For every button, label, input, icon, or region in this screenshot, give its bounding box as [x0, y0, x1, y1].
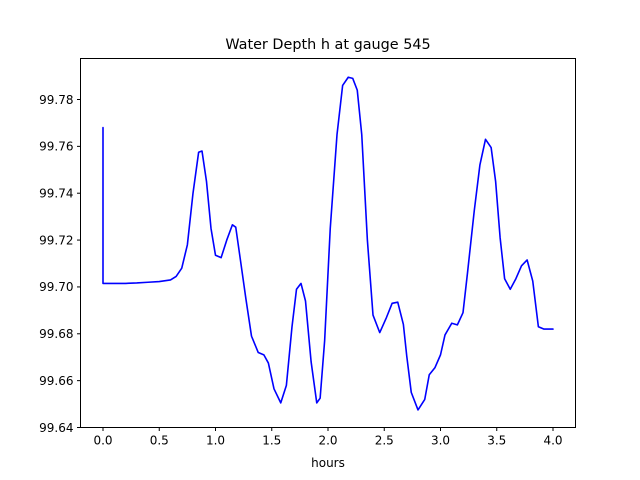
x-tick-label: 4.0	[543, 434, 562, 448]
y-tick-label: 99.76	[39, 140, 73, 154]
y-tick-label: 99.72	[39, 233, 73, 247]
y-tick-label: 99.66	[39, 374, 73, 388]
x-tick-label: 3.5	[487, 434, 506, 448]
x-tick-label: 1.0	[206, 434, 225, 448]
plot-area	[102, 76, 554, 411]
x-tick-label: 2.5	[375, 434, 394, 448]
x-tick-label: 0.5	[150, 434, 169, 448]
x-tick-label: 3.0	[431, 434, 450, 448]
y-tick-label: 99.70	[39, 280, 73, 294]
axes-frame	[80, 58, 576, 428]
x-axis-label: hours	[311, 456, 345, 470]
y-tick-label: 99.68	[39, 327, 73, 341]
x-tick-label: 1.5	[262, 434, 281, 448]
y-axis: 99.64 99.66 99.68 99.70 99.72 99.74 99.76 99.78	[39, 93, 81, 435]
chart-title: Water Depth h at gauge 545	[225, 37, 430, 53]
x-tick-label: 2.0	[318, 434, 337, 448]
y-tick-label: 99.74	[39, 187, 73, 201]
x-tick-label: 0.0	[93, 434, 112, 448]
y-tick-label: 99.64	[39, 421, 73, 435]
series-line	[102, 76, 554, 411]
y-tick-label: 99.78	[39, 93, 73, 107]
x-axis: 0.0 0.5 1.0 1.5 2.0 2.5 3.0 3.5 4.0	[93, 427, 563, 448]
